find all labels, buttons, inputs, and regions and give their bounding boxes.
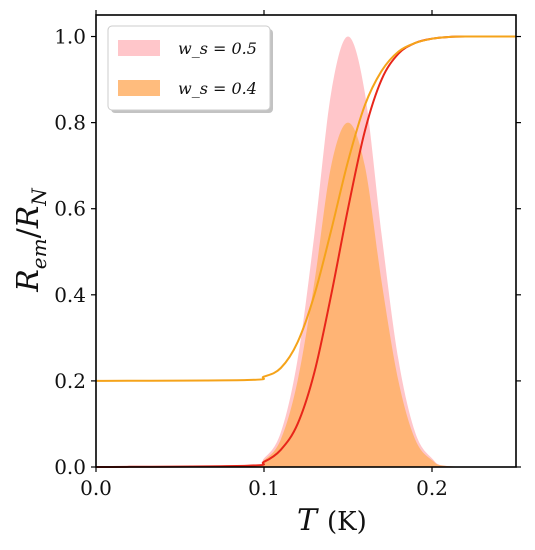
x-tick-label: 0.1 <box>248 476 280 500</box>
legend-swatch <box>118 80 160 96</box>
x-axis-label: T <box>297 503 319 538</box>
legend-swatch <box>118 40 160 56</box>
y-tick-label: 0.0 <box>54 455 86 479</box>
legend: w_s = 0.5 w_s = 0.4 <box>107 25 273 113</box>
y-tick-label: 0.2 <box>54 369 86 393</box>
legend-label: w_s = 0.5 <box>178 39 257 58</box>
y-tick-label: 0.8 <box>54 111 86 135</box>
y-tick-label: 0.6 <box>54 197 86 221</box>
series-layer <box>95 35 517 468</box>
y-tick-label: 0.4 <box>54 283 86 307</box>
x-tick-label: 0.0 <box>80 476 112 500</box>
x-axis-unit: (K) <box>327 507 367 537</box>
plot-frame <box>95 14 517 468</box>
line-series-3 <box>95 35 517 382</box>
area-series-1 <box>96 122 516 468</box>
x-tick-label: 0.2 <box>416 476 448 500</box>
ticks-layer: 0.0 0.2 0.4 0.6 0.8 1.0 0.0 0.1 0.2 <box>54 10 521 500</box>
legend-label: w_s = 0.4 <box>178 79 257 98</box>
y-tick-label: 1.0 <box>54 25 86 49</box>
y-axis-label: Rem/RN <box>11 187 51 293</box>
